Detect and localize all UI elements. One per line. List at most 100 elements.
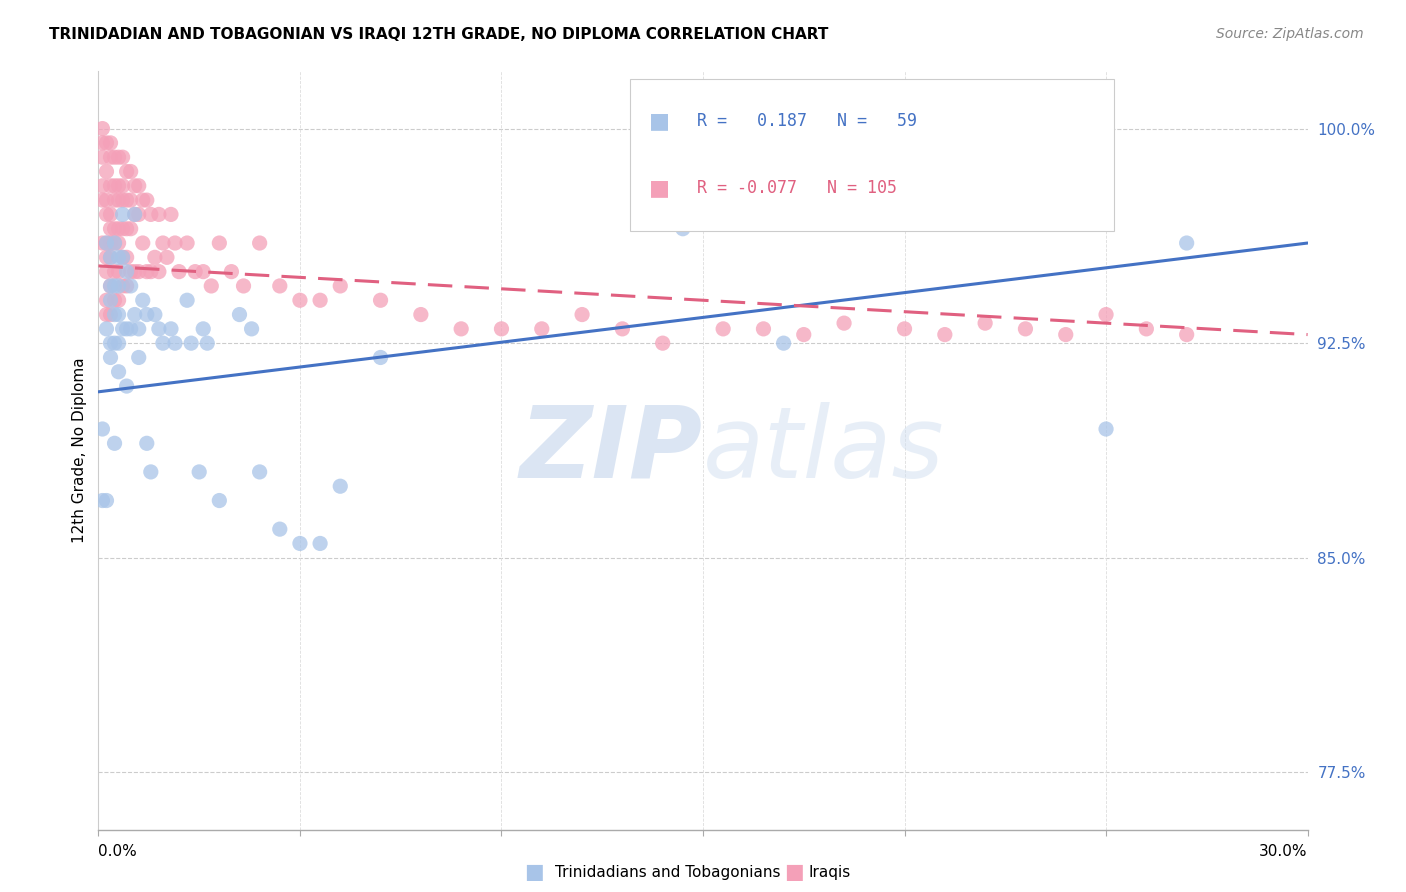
Point <box>148 322 170 336</box>
Point <box>1054 327 1077 342</box>
Point <box>91 493 114 508</box>
Point <box>370 351 392 365</box>
Point <box>103 265 125 279</box>
Point <box>176 293 198 308</box>
Point <box>288 536 311 550</box>
Text: R =   0.187   N =   59: R = 0.187 N = 59 <box>697 112 917 130</box>
Text: TRINIDADIAN AND TOBAGONIAN VS IRAQI 12TH GRADE, NO DIPLOMA CORRELATION CHART: TRINIDADIAN AND TOBAGONIAN VS IRAQI 12TH… <box>49 27 828 42</box>
Point <box>143 308 166 322</box>
Point <box>208 493 231 508</box>
Point <box>128 178 150 193</box>
Point <box>128 322 150 336</box>
Point <box>193 265 215 279</box>
Point <box>107 365 129 379</box>
Point <box>135 193 157 207</box>
Point <box>135 308 157 322</box>
Point <box>184 265 207 279</box>
Point <box>135 265 157 279</box>
Point <box>111 150 134 164</box>
Point <box>530 322 553 336</box>
Point <box>128 265 150 279</box>
Point <box>370 293 392 308</box>
Point <box>752 322 775 336</box>
Point <box>612 322 634 336</box>
Point <box>124 207 146 221</box>
Point <box>91 136 114 150</box>
Point <box>115 193 138 207</box>
Point <box>195 336 218 351</box>
Point <box>107 279 129 293</box>
Point <box>103 336 125 351</box>
Point <box>120 221 142 235</box>
Point <box>120 265 142 279</box>
Point <box>124 308 146 322</box>
Point <box>107 308 129 322</box>
Point <box>200 279 222 293</box>
Point <box>832 316 855 330</box>
Point <box>107 250 129 264</box>
Point <box>107 150 129 164</box>
Point <box>96 136 118 150</box>
Point <box>156 250 179 264</box>
Point <box>228 308 250 322</box>
Point <box>115 164 138 178</box>
Point <box>132 293 155 308</box>
Point <box>329 479 352 493</box>
Point <box>651 336 673 351</box>
Text: Trinidadians and Tobagonians: Trinidadians and Tobagonians <box>555 865 780 880</box>
Point <box>1095 422 1118 436</box>
Point <box>329 279 352 293</box>
Point <box>893 322 915 336</box>
Point <box>249 465 271 479</box>
Point <box>148 207 170 221</box>
Text: 30.0%: 30.0% <box>1260 844 1308 859</box>
Point <box>124 265 146 279</box>
Point <box>240 322 263 336</box>
Point <box>100 150 122 164</box>
Point <box>115 250 138 264</box>
Point <box>176 235 198 250</box>
Point <box>1175 327 1198 342</box>
Point <box>103 308 125 322</box>
Point <box>96 493 118 508</box>
Point <box>103 235 125 250</box>
Point <box>103 235 125 250</box>
Point <box>111 322 134 336</box>
Text: ■: ■ <box>524 863 544 882</box>
Point <box>124 207 146 221</box>
Point <box>409 308 432 322</box>
Text: ZIP: ZIP <box>520 402 703 499</box>
Point <box>100 207 122 221</box>
Point <box>103 178 125 193</box>
Point <box>111 193 134 207</box>
Point <box>115 221 138 235</box>
Point <box>1175 235 1198 250</box>
Point <box>115 379 138 393</box>
Point <box>100 279 122 293</box>
Point <box>100 293 122 308</box>
Point <box>111 178 134 193</box>
Point <box>96 293 118 308</box>
Point <box>96 207 118 221</box>
Point <box>91 178 114 193</box>
Point <box>232 279 254 293</box>
Point <box>160 207 183 221</box>
Point <box>132 193 155 207</box>
Point <box>180 336 202 351</box>
Point <box>163 235 186 250</box>
Point <box>208 235 231 250</box>
Point <box>139 207 162 221</box>
Point <box>309 293 332 308</box>
Point <box>103 150 125 164</box>
Point <box>167 265 190 279</box>
Point <box>249 235 271 250</box>
Point <box>139 265 162 279</box>
Point <box>1095 308 1118 322</box>
Point <box>672 221 695 235</box>
Point <box>111 279 134 293</box>
Point <box>491 322 513 336</box>
Point <box>91 422 114 436</box>
Point <box>152 336 174 351</box>
Point <box>288 293 311 308</box>
Point <box>96 235 118 250</box>
